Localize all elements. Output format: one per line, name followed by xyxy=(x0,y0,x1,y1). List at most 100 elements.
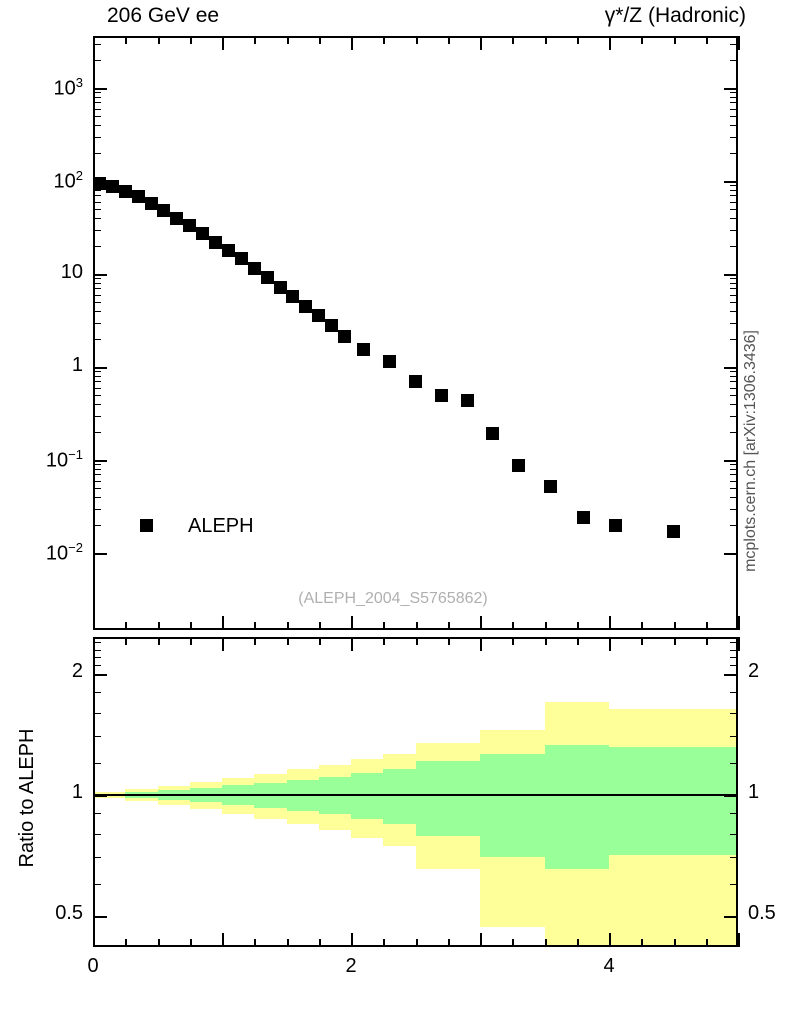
y-tick xyxy=(93,367,107,369)
y-tick xyxy=(730,92,738,93)
y-tick xyxy=(93,884,101,885)
y-tick xyxy=(93,339,101,340)
y-tick xyxy=(730,416,738,417)
y-tick xyxy=(730,692,738,693)
data-point xyxy=(286,290,300,304)
x-tick xyxy=(641,637,643,645)
x-tick xyxy=(577,622,579,630)
y-tick xyxy=(730,109,738,110)
x-tick xyxy=(480,616,482,630)
y-tick xyxy=(93,509,101,510)
x-tick xyxy=(641,622,643,630)
y-tick xyxy=(730,371,738,372)
y-tick xyxy=(730,60,738,61)
data-point xyxy=(312,308,326,322)
x-tick xyxy=(125,36,127,44)
y-tick xyxy=(93,481,101,482)
y-tick xyxy=(93,137,101,138)
y-tick xyxy=(93,311,101,312)
y-tick xyxy=(730,404,738,405)
y-tick xyxy=(93,125,101,126)
y-tick xyxy=(93,674,101,675)
x-tick xyxy=(319,939,321,947)
x-tick xyxy=(706,637,708,645)
y-tick xyxy=(93,209,101,210)
y-tick xyxy=(93,460,107,462)
y-tick xyxy=(730,311,738,312)
data-point xyxy=(183,219,197,233)
y-tick xyxy=(93,381,101,382)
x-tick xyxy=(609,637,611,651)
y-tick xyxy=(730,388,738,389)
x-tick xyxy=(254,939,256,947)
x-tick xyxy=(545,637,547,645)
x-tick xyxy=(158,36,160,44)
x-tick xyxy=(254,637,256,645)
y-tick xyxy=(93,736,101,737)
y-tick xyxy=(730,283,738,284)
y-tick xyxy=(93,274,107,276)
x-tick xyxy=(287,637,289,645)
x-tick xyxy=(738,616,740,630)
x-tick xyxy=(577,939,579,947)
y-tick xyxy=(93,92,101,93)
mcplots-credit-watermark: mcplots.cern.ch [arXiv:1306.3436] xyxy=(742,330,759,572)
y-tick xyxy=(724,916,738,918)
ratio-y-tick-label-right: 2 xyxy=(748,660,760,682)
x-tick xyxy=(287,622,289,630)
y-tick xyxy=(724,181,738,183)
ratio-y-tick-label: 2 xyxy=(71,660,83,682)
y-tick xyxy=(93,488,101,489)
y-tick-label: 103 xyxy=(53,75,83,100)
x-tick xyxy=(93,36,95,50)
ratio-y-tick-label-right: 1 xyxy=(748,781,760,803)
y-tick-label: 10−2 xyxy=(45,540,83,565)
y-tick xyxy=(93,190,101,191)
y-tick xyxy=(93,153,101,154)
data-point xyxy=(383,354,397,368)
y-tick xyxy=(730,488,738,489)
x-tick xyxy=(93,616,95,630)
y-tick xyxy=(93,692,101,693)
x-tick xyxy=(254,36,256,44)
x-tick xyxy=(480,36,482,50)
x-tick xyxy=(351,637,353,651)
main-plot-frame xyxy=(93,36,738,630)
x-tick xyxy=(190,36,192,44)
data-point xyxy=(170,211,184,225)
x-tick xyxy=(738,933,740,947)
x-tick xyxy=(351,933,353,947)
x-tick-label: 2 xyxy=(345,955,357,977)
y-tick xyxy=(93,102,101,103)
y-tick xyxy=(730,763,738,764)
y-tick xyxy=(93,795,107,797)
y-tick xyxy=(730,302,738,303)
y-tick xyxy=(730,381,738,382)
y-tick xyxy=(93,404,101,405)
x-tick xyxy=(93,637,95,651)
x-tick xyxy=(190,637,192,645)
y-tick xyxy=(93,763,101,764)
x-tick xyxy=(190,939,192,947)
x-tick xyxy=(383,622,385,630)
y-tick xyxy=(730,884,738,885)
y-tick xyxy=(93,665,101,666)
ratio-axis-title: Ratio to ALEPH xyxy=(16,728,38,868)
x-tick xyxy=(351,36,353,50)
data-point xyxy=(196,227,210,241)
y-tick xyxy=(724,274,738,276)
data-point xyxy=(460,393,474,407)
y-tick-label: 10 xyxy=(60,261,83,283)
y-tick-label: 102 xyxy=(53,168,83,193)
y-tick xyxy=(730,857,738,858)
data-point xyxy=(131,190,145,204)
y-tick xyxy=(730,137,738,138)
data-point xyxy=(247,261,261,275)
y-tick xyxy=(730,202,738,203)
x-tick-label: 0 xyxy=(87,955,99,977)
y-tick xyxy=(730,509,738,510)
x-tick xyxy=(641,36,643,44)
y-tick xyxy=(93,416,101,417)
y-tick xyxy=(93,713,101,714)
y-tick xyxy=(730,464,738,465)
